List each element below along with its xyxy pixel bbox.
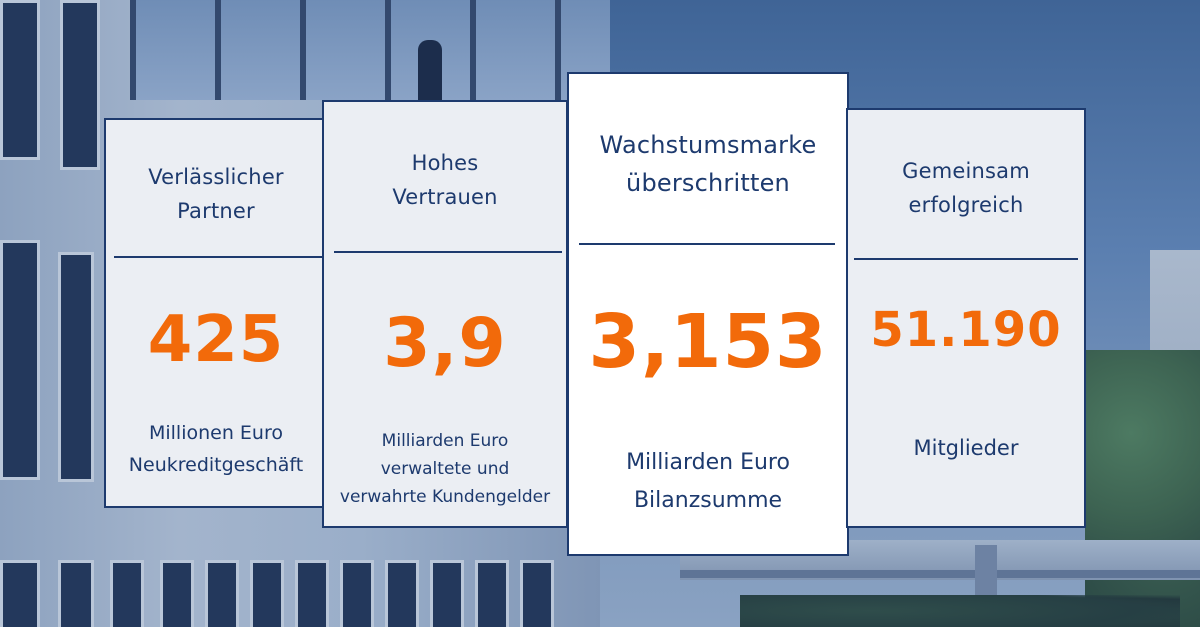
stat-card-balance: Wachstumsmarke überschritten 3,153 Milli…: [567, 72, 849, 556]
card-title: Gemeinsam erfolgreich: [902, 159, 1030, 217]
card-divider: [579, 243, 835, 245]
upper-glass-floor: [130, 0, 610, 100]
stat-value: 3,9: [383, 304, 507, 383]
trees: [1085, 350, 1200, 627]
card-divider: [114, 256, 328, 258]
stat-caption: Milliarden Euro Bilanzsumme: [626, 450, 790, 513]
stat-card-trust: Hohes Vertrauen 3,9 Milliarden Euro verw…: [322, 100, 568, 528]
card-title: Hohes Vertrauen: [392, 151, 498, 209]
card-title: Wachstumsmarke überschritten: [599, 131, 817, 197]
stat-caption: Millionen Euro Neukreditgeschäft: [128, 422, 304, 476]
stat-caption: Milliarden Euro verwaltete und verwahrte…: [339, 431, 551, 507]
stat-card-credit: Verlässlicher Partner 425 Millionen Euro…: [104, 118, 328, 508]
card-divider: [854, 258, 1078, 260]
stat-card-members: Gemeinsam erfolgreich 51.190 Mitglieder: [846, 108, 1086, 528]
person-silhouette: [418, 40, 442, 102]
bottom-trees: [740, 595, 1180, 627]
stat-value: 3,153: [588, 299, 828, 385]
stat-value: 425: [147, 303, 285, 377]
stat-value: 51.190: [870, 302, 1062, 358]
stat-caption: Mitglieder: [913, 436, 1019, 460]
card-divider: [334, 251, 562, 253]
card-title: Verlässlicher Partner: [148, 165, 284, 223]
